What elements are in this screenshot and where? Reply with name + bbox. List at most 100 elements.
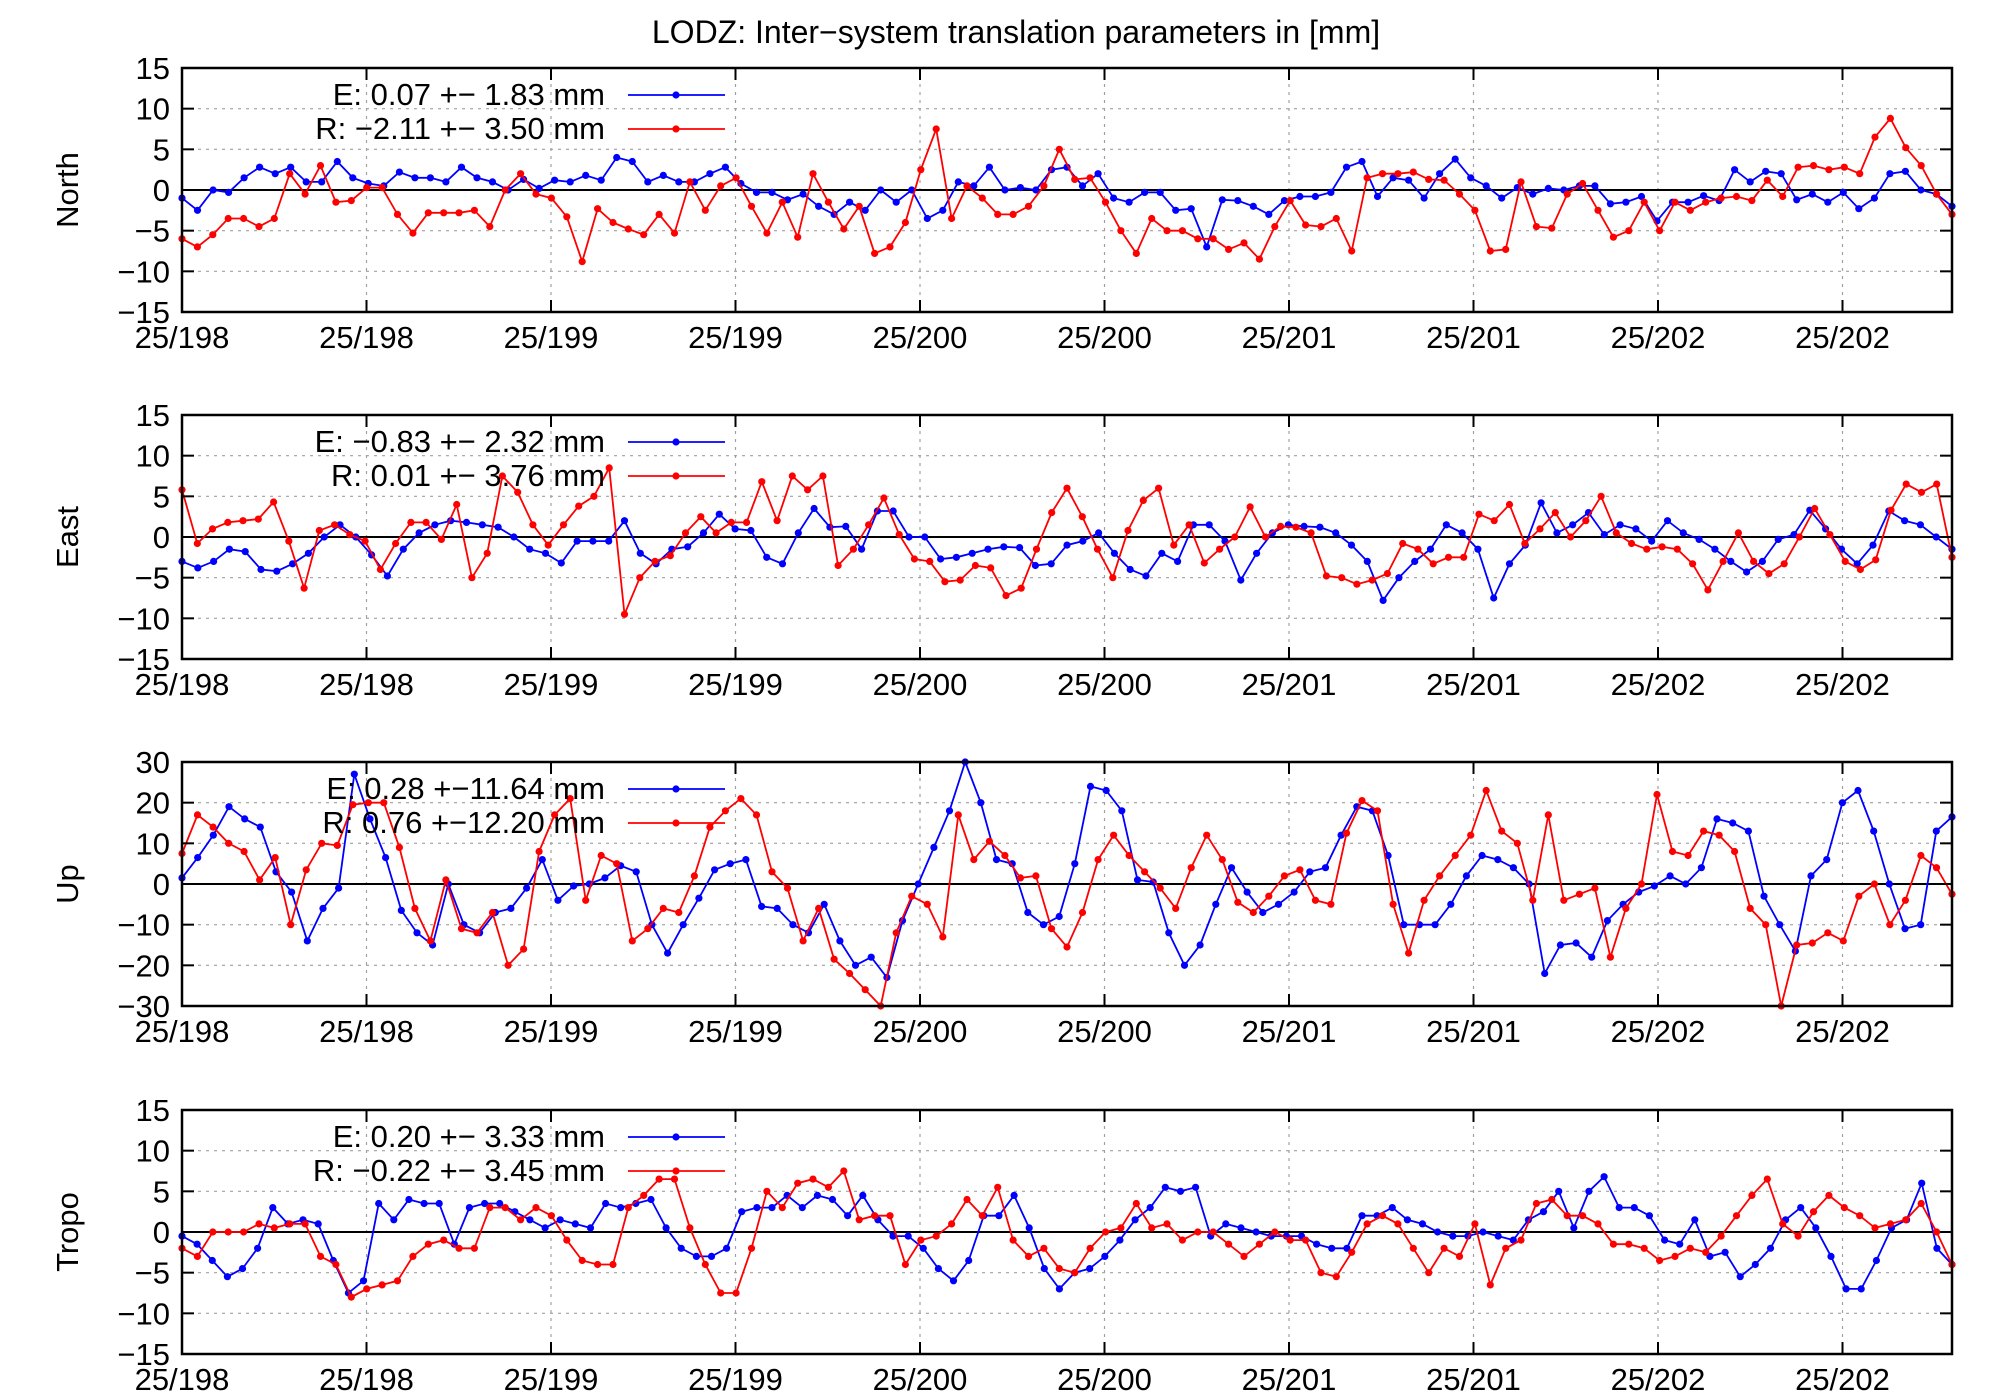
data-point-r — [1886, 114, 1894, 122]
data-point-e — [586, 1224, 595, 1232]
data-point-e — [1116, 1236, 1124, 1244]
data-point-e — [1411, 557, 1419, 566]
data-point-e — [664, 949, 672, 957]
data-point-r — [1218, 856, 1226, 864]
data-point-r — [1622, 904, 1630, 913]
data-point-e — [1095, 529, 1103, 537]
data-point-e — [1774, 535, 1782, 544]
data-point-r — [1455, 1252, 1464, 1260]
data-point-e — [1024, 908, 1032, 917]
data-point-r — [1317, 1269, 1325, 1277]
data-point-r — [1225, 1240, 1233, 1248]
data-point-r — [655, 210, 663, 218]
x-tick-label: 25/201 — [1426, 1362, 1521, 1397]
data-point-r — [737, 795, 745, 803]
data-point-r — [301, 190, 309, 198]
data-point-r — [1225, 245, 1233, 253]
data-point-r — [1071, 1269, 1079, 1277]
data-point-r — [1286, 197, 1294, 205]
data-point-r — [659, 904, 667, 913]
y-tick-label: 10 — [136, 1134, 170, 1169]
data-point-r — [971, 561, 980, 570]
data-point-e — [1458, 529, 1466, 537]
data-point-r — [1425, 1269, 1433, 1277]
data-point-e — [1870, 194, 1878, 202]
data-point-r — [651, 557, 659, 566]
data-point-r — [978, 1212, 986, 1220]
data-point-e — [1078, 182, 1087, 190]
data-point-e — [965, 1256, 973, 1265]
data-point-r — [1901, 896, 1909, 904]
data-point-r — [1637, 880, 1646, 888]
data-point-r — [256, 876, 264, 884]
legend-label-e: E: 0.28 +−11.64 mm — [326, 771, 605, 806]
data-point-e — [375, 1199, 383, 1208]
data-point-r — [609, 218, 617, 227]
data-point-r — [551, 811, 559, 819]
data-point-e — [1039, 921, 1048, 929]
data-point-e — [405, 1195, 413, 1204]
data-point-r — [559, 521, 568, 529]
data-point-r — [1292, 523, 1300, 531]
data-point-e — [699, 529, 708, 537]
x-tick-label: 25/198 — [319, 667, 414, 702]
data-point-e — [488, 178, 497, 186]
data-point-e — [844, 1212, 852, 1220]
data-point-r — [1271, 1228, 1279, 1236]
legend-label-e: E: 0.20 +− 3.33 mm — [333, 1119, 605, 1154]
data-point-e — [1679, 529, 1687, 537]
data-point-r — [732, 174, 740, 182]
data-point-e — [1442, 521, 1450, 529]
data-point-r — [1216, 545, 1224, 553]
data-point-e — [1196, 941, 1204, 949]
data-point-r — [1425, 175, 1433, 183]
data-point-e — [1131, 1216, 1139, 1224]
x-tick-label: 25/201 — [1242, 1014, 1337, 1049]
x-tick-label: 25/199 — [504, 1362, 599, 1397]
data-point-r — [1194, 1228, 1202, 1236]
data-point-r — [1436, 872, 1444, 880]
data-point-e — [1917, 186, 1925, 194]
data-point-e — [1760, 892, 1768, 900]
data-point-e — [1290, 888, 1298, 896]
data-point-r — [727, 518, 735, 527]
data-point-r — [1548, 1195, 1556, 1204]
x-tick-label: 25/202 — [1611, 1014, 1706, 1049]
data-point-r — [594, 1260, 602, 1269]
data-point-e — [240, 174, 248, 182]
x-tick-label: 25/200 — [1057, 320, 1152, 355]
data-point-r — [763, 229, 771, 237]
data-point-e — [1751, 1260, 1759, 1269]
data-point-r — [1762, 921, 1770, 929]
data-point-e — [1010, 1191, 1018, 1199]
data-point-e — [861, 206, 869, 214]
data-point-r — [1209, 235, 1217, 243]
data-point-e — [1615, 1204, 1623, 1212]
x-tick-label: 25/201 — [1426, 667, 1521, 702]
data-point-r — [594, 205, 602, 213]
data-point-e — [257, 565, 265, 574]
data-point-e — [1482, 182, 1490, 190]
data-point-e — [289, 560, 297, 568]
data-point-e — [692, 1252, 701, 1260]
data-point-e — [1079, 537, 1087, 545]
data-point-r — [1203, 831, 1211, 839]
data-point-r — [640, 1191, 648, 1199]
data-point-r — [1109, 574, 1117, 582]
data-point-e — [1812, 1224, 1820, 1232]
data-point-r — [819, 472, 827, 480]
data-point-e — [223, 1273, 231, 1281]
data-point-r — [1671, 198, 1679, 206]
data-point-r — [1063, 484, 1071, 492]
data-point-r — [1032, 545, 1041, 553]
data-point-r — [1686, 206, 1694, 214]
data-point-e — [462, 518, 471, 527]
data-point-r — [316, 1252, 325, 1260]
data-point-r — [1110, 831, 1118, 839]
data-point-e — [1711, 545, 1719, 553]
data-point-e — [1243, 888, 1251, 896]
data-point-r — [721, 807, 730, 815]
data-point-r — [532, 1204, 540, 1212]
data-point-r — [1378, 1212, 1387, 1220]
data-point-e — [556, 1216, 564, 1224]
